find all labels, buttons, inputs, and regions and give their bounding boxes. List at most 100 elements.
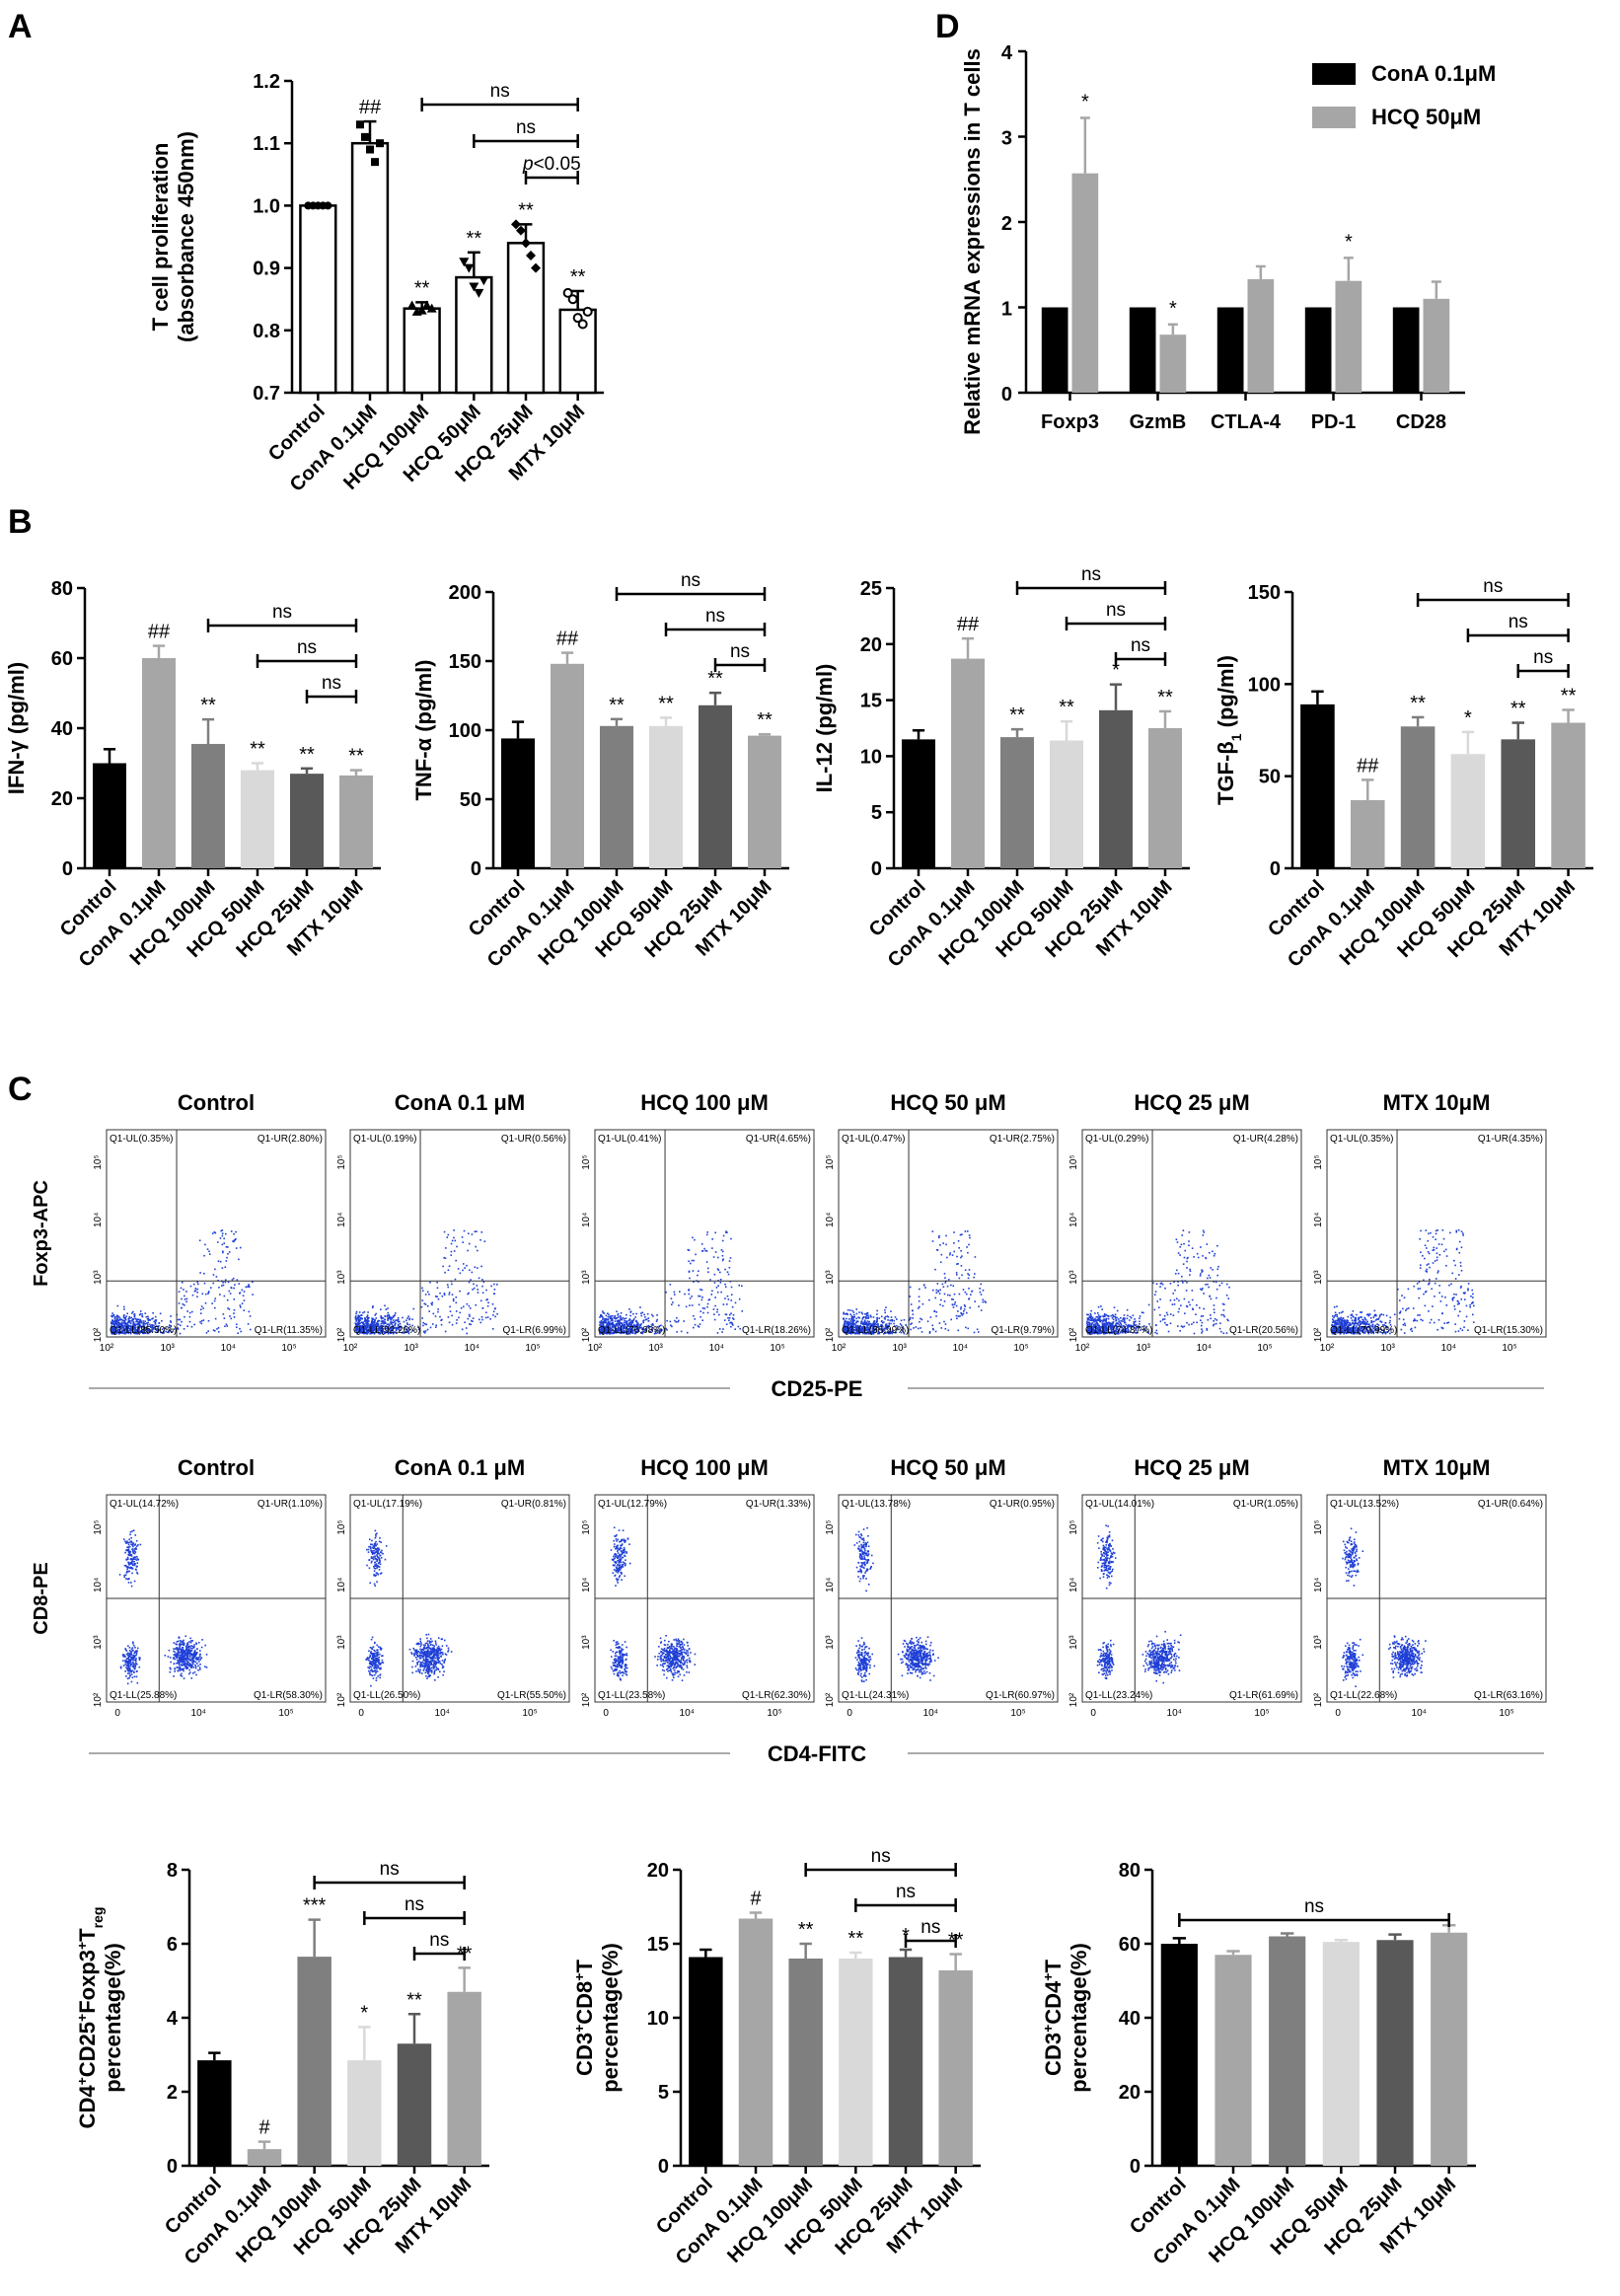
flow-event (154, 1323, 157, 1325)
flow-event (1444, 1296, 1446, 1298)
flow-event (249, 1328, 252, 1331)
flow-event (356, 1332, 358, 1335)
flow-event (941, 1283, 944, 1286)
significance-label: ** (707, 668, 723, 690)
flow-event (179, 1332, 182, 1335)
flow-event (1209, 1277, 1212, 1279)
flow-event (846, 1322, 848, 1325)
flow-event (399, 1329, 402, 1332)
flow-event (843, 1330, 845, 1332)
flow-event (1432, 1249, 1435, 1251)
flow-event (688, 1293, 691, 1296)
flow-event (197, 1658, 200, 1661)
flow-event (129, 1325, 131, 1327)
flow-event (851, 1318, 854, 1321)
flow-event (909, 1316, 912, 1319)
flow-event (113, 1327, 115, 1330)
flow-event (230, 1287, 233, 1290)
y-tick-label: 1.0 (253, 195, 280, 217)
flow-event (1123, 1318, 1126, 1321)
flow-event (855, 1320, 858, 1322)
flow-event (608, 1327, 611, 1330)
flow-event (379, 1329, 381, 1331)
flow-event (645, 1327, 648, 1329)
flow-event (169, 1666, 172, 1669)
bracket-label: ns (490, 81, 510, 102)
flow-event (888, 1331, 890, 1333)
flow-event (1184, 1312, 1186, 1315)
flow-event (980, 1283, 983, 1286)
flow-event (357, 1328, 359, 1331)
flow-event (953, 1231, 955, 1233)
flow-event (603, 1319, 606, 1322)
flow-event (609, 1332, 612, 1335)
flow-event (876, 1320, 878, 1322)
flow-event (1416, 1283, 1419, 1285)
flow-event (1157, 1306, 1160, 1309)
flow-event (876, 1318, 878, 1321)
flow-plot-title: HCQ 25 μM (1134, 1090, 1249, 1115)
flow-event (729, 1257, 732, 1259)
flow-event (1442, 1237, 1445, 1240)
flow-event (868, 1328, 871, 1331)
flow-event (397, 1316, 400, 1319)
flow-event (1404, 1324, 1407, 1327)
flow-event (877, 1324, 879, 1326)
flow-event (131, 1324, 134, 1327)
bar (699, 704, 732, 868)
flow-event (688, 1289, 691, 1291)
flow-event (395, 1332, 398, 1334)
flow-event (1373, 1314, 1376, 1317)
flow-event (1337, 1319, 1340, 1322)
flow-event (1444, 1248, 1447, 1251)
flow-event (1426, 1264, 1429, 1266)
flow-event (1113, 1315, 1115, 1318)
flow-event (599, 1323, 602, 1326)
flow-event (386, 1330, 389, 1332)
flow-event (680, 1330, 683, 1333)
bar (455, 275, 493, 395)
flow-event (1092, 1319, 1095, 1322)
flow-event (964, 1230, 967, 1232)
flow-event (360, 1314, 363, 1316)
flow-event (660, 1328, 662, 1331)
flow-event (383, 1332, 386, 1335)
flow-event (1154, 1291, 1157, 1293)
flow-event (605, 1314, 608, 1317)
flow-event (115, 1318, 118, 1321)
flow-event (606, 1322, 609, 1325)
flow-event (1369, 1316, 1372, 1319)
flow-event (397, 1327, 399, 1329)
flow-event (625, 1317, 627, 1319)
flow-event (383, 1331, 386, 1333)
flow-event (726, 1271, 729, 1274)
flow-event (118, 1332, 120, 1335)
flow-event (719, 1271, 721, 1274)
flow-event (863, 1331, 866, 1334)
flow-event (229, 1293, 232, 1295)
flow-event (154, 1325, 157, 1328)
flow-event (1210, 1317, 1212, 1320)
flow-event (728, 1319, 730, 1322)
flow-event (882, 1328, 885, 1331)
flow-event (149, 1319, 152, 1321)
flow-event (891, 1332, 894, 1335)
flow-event (370, 1327, 373, 1330)
flow-event (1205, 1257, 1208, 1260)
bar (1041, 307, 1068, 393)
flow-event (1107, 1317, 1110, 1320)
flow-event (387, 1318, 389, 1321)
flow-event (446, 1236, 449, 1238)
flow-event (391, 1321, 394, 1323)
flow-event (394, 1312, 397, 1314)
flow-event (958, 1246, 961, 1249)
flow-event (364, 1328, 367, 1330)
flow-event (845, 1322, 847, 1325)
flow-event (130, 1325, 132, 1328)
flow-event (112, 1322, 115, 1325)
flow-event (1099, 1315, 1102, 1317)
flow-event (150, 1326, 152, 1328)
flow-event (644, 1330, 646, 1332)
flow-event (964, 1269, 967, 1272)
flow-event (239, 1304, 242, 1306)
